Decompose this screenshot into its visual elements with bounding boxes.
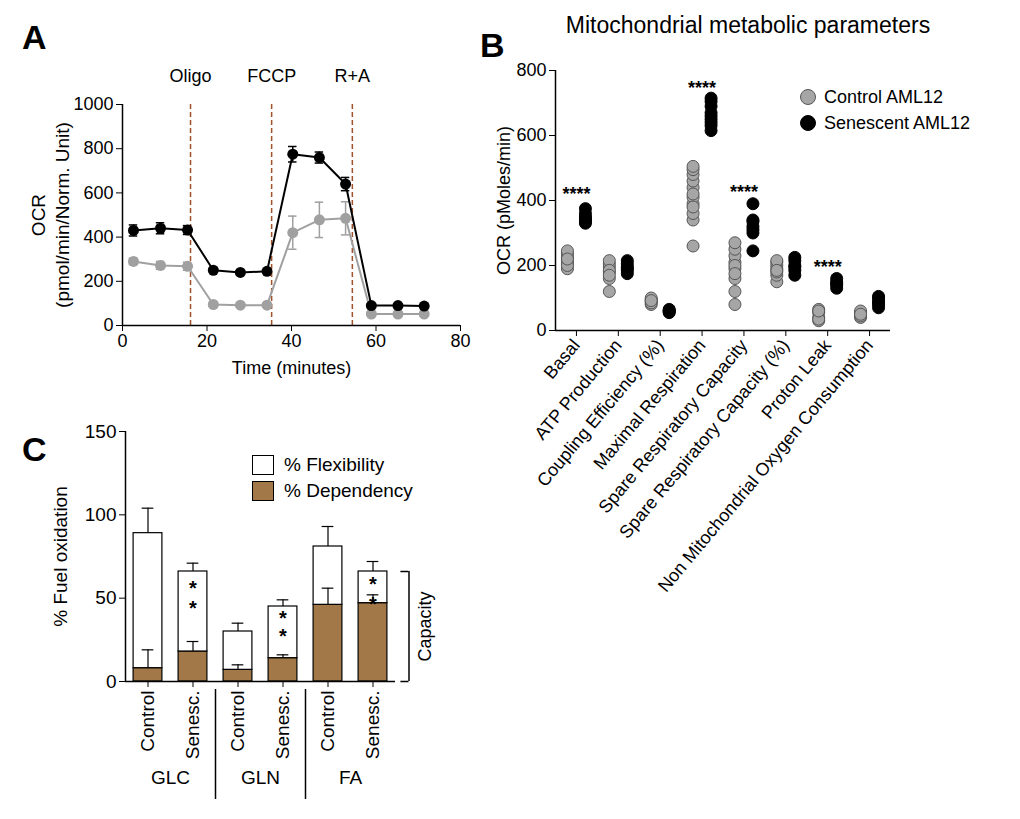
html-text:% Dependency: % Dependency bbox=[284, 480, 413, 501]
html-text:Control AML12: Control AML12 bbox=[824, 86, 944, 107]
svg-text:Capacity: Capacity bbox=[415, 591, 435, 661]
svg-text:Control: Control bbox=[227, 691, 248, 752]
svg-text:800: 800 bbox=[516, 60, 546, 80]
html-text:B: B bbox=[480, 26, 505, 64]
svg-text:200: 200 bbox=[83, 271, 113, 291]
svg-text:50: 50 bbox=[95, 587, 116, 608]
svg-text:Non Mitochondrial Oxygen Consu: Non Mitochondrial Oxygen Consumption bbox=[654, 335, 877, 595]
svg-text:FA: FA bbox=[339, 767, 363, 788]
svg-text:Spare Respiratory Capacity (%): Spare Respiratory Capacity (%) bbox=[615, 335, 793, 542]
svg-text:Proton Leak: Proton Leak bbox=[757, 335, 836, 423]
svg-text:150: 150 bbox=[85, 421, 117, 442]
svg-text:600: 600 bbox=[83, 183, 113, 203]
svg-text:****: **** bbox=[562, 184, 590, 204]
svg-text:Control: Control bbox=[137, 691, 158, 752]
svg-text:200: 200 bbox=[516, 255, 546, 275]
svg-text:0: 0 bbox=[103, 315, 113, 335]
svg-text:Control: Control bbox=[317, 691, 338, 752]
html-text:Senescent AML12: Senescent AML12 bbox=[824, 112, 971, 133]
svg-text:800: 800 bbox=[83, 138, 113, 158]
svg-text:GLN: GLN bbox=[241, 767, 280, 788]
svg-text:*: * bbox=[369, 593, 377, 615]
svg-text:Time (minutes): Time (minutes) bbox=[232, 358, 351, 378]
svg-text:****: **** bbox=[814, 257, 842, 277]
svg-text:****: **** bbox=[688, 78, 716, 98]
svg-text:GLC: GLC bbox=[151, 767, 190, 788]
svg-text:ATP Production: ATP Production bbox=[530, 335, 626, 444]
svg-text:*: * bbox=[189, 597, 197, 619]
svg-text:% Fuel oxidation: % Fuel oxidation bbox=[50, 486, 71, 626]
svg-text:Coupling Efficiency (%): Coupling Efficiency (%) bbox=[532, 335, 668, 491]
svg-text:R+A: R+A bbox=[335, 66, 371, 86]
svg-text:100: 100 bbox=[85, 504, 117, 525]
html-text:C: C bbox=[22, 430, 47, 468]
svg-text:40: 40 bbox=[281, 331, 301, 351]
svg-text:Senesc.: Senesc. bbox=[182, 691, 203, 760]
html-text:OCR (pmol/min/Norm. Unit): OCR (pmol/min/Norm. Unit) bbox=[28, 121, 73, 308]
html-text:% Flexibility: % Flexibility bbox=[284, 454, 385, 475]
svg-text:*: * bbox=[369, 573, 377, 595]
svg-text:400: 400 bbox=[83, 227, 113, 247]
svg-text:OCR (pMoles/min): OCR (pMoles/min) bbox=[494, 126, 514, 275]
svg-text:0: 0 bbox=[106, 671, 117, 692]
svg-text:Senesc.: Senesc. bbox=[272, 691, 293, 760]
svg-text:Oligo: Oligo bbox=[170, 66, 212, 86]
svg-text:1000: 1000 bbox=[73, 94, 113, 114]
svg-text:0: 0 bbox=[536, 320, 546, 340]
svg-text:20: 20 bbox=[197, 331, 217, 351]
svg-text:FCCP: FCCP bbox=[247, 66, 296, 86]
svg-text:*: * bbox=[279, 625, 287, 647]
svg-text:0: 0 bbox=[117, 331, 127, 351]
svg-text:*: * bbox=[189, 577, 197, 599]
svg-text:****: **** bbox=[730, 182, 758, 202]
svg-text:Maximal Respiration: Maximal Respiration bbox=[589, 335, 710, 474]
svg-text:60: 60 bbox=[366, 331, 386, 351]
svg-text:80: 80 bbox=[450, 331, 470, 351]
svg-text:600: 600 bbox=[516, 125, 546, 145]
html-text:Mitochondrial metabolic parame: Mitochondrial metabolic parameters bbox=[565, 12, 931, 38]
svg-text:Basal: Basal bbox=[539, 335, 584, 383]
svg-text:400: 400 bbox=[516, 190, 546, 210]
html-text:A: A bbox=[22, 18, 47, 56]
svg-text:Senesc.: Senesc. bbox=[362, 691, 383, 760]
